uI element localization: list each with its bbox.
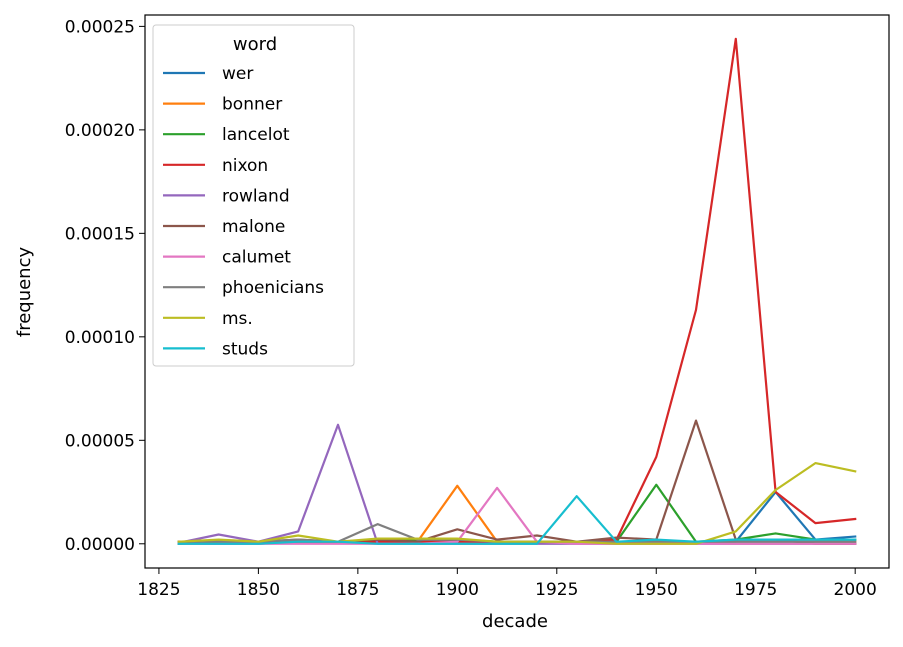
x-tick-label: 1875 xyxy=(336,580,379,600)
x-tick-label: 1825 xyxy=(137,580,180,600)
legend-label: nixon xyxy=(222,156,268,176)
y-tick-label: 0.00010 xyxy=(65,328,135,348)
x-tick-label: 1850 xyxy=(237,580,280,600)
legend-label: bonner xyxy=(222,95,282,115)
legend: word wer bonner lancelot nixon rowland malone… xyxy=(152,24,355,367)
y-tick-label: 0.00025 xyxy=(65,17,135,37)
legend-label: rowland xyxy=(222,186,290,206)
x-tick-label: 1925 xyxy=(535,580,578,600)
y-tick-label: 0.00020 xyxy=(65,121,135,141)
legend-box xyxy=(152,24,355,367)
legend-label: studs xyxy=(222,339,268,359)
legend-title: word xyxy=(233,34,277,55)
y-axis-label: frequency xyxy=(14,247,35,338)
legend-label: malone xyxy=(222,217,285,237)
x-axis: 1825 1850 1875 1900 1925 1950 1975 2000 xyxy=(137,568,877,600)
series-line-studs xyxy=(177,495,857,545)
y-tick-label: 0.00015 xyxy=(65,224,135,244)
plot-frame xyxy=(144,14,890,569)
series-line-ms xyxy=(177,462,857,545)
y-axis: 0.00000 0.00005 0.00010 0.00015 0.00020 0.000… xyxy=(65,17,145,555)
x-tick-label: 2000 xyxy=(834,580,877,600)
series-line-calumet xyxy=(177,486,857,545)
x-tick-label: 1975 xyxy=(734,580,777,600)
legend-label: ms. xyxy=(222,309,253,329)
y-tick-label: 0.00005 xyxy=(65,431,135,451)
x-tick-label: 1900 xyxy=(436,580,479,600)
legend-label: calumet xyxy=(222,248,291,268)
x-tick-label: 1950 xyxy=(635,580,678,600)
legend-label: lancelot xyxy=(222,125,290,145)
x-axis-label: decade xyxy=(482,611,548,632)
legend-items: wer bonner lancelot nixon rowland malone calum… xyxy=(163,64,324,359)
legend-label: phoenicians xyxy=(222,278,324,298)
legend-label: wer xyxy=(222,64,253,84)
series-layer xyxy=(177,37,857,545)
y-tick-label: 0.00000 xyxy=(65,535,135,555)
